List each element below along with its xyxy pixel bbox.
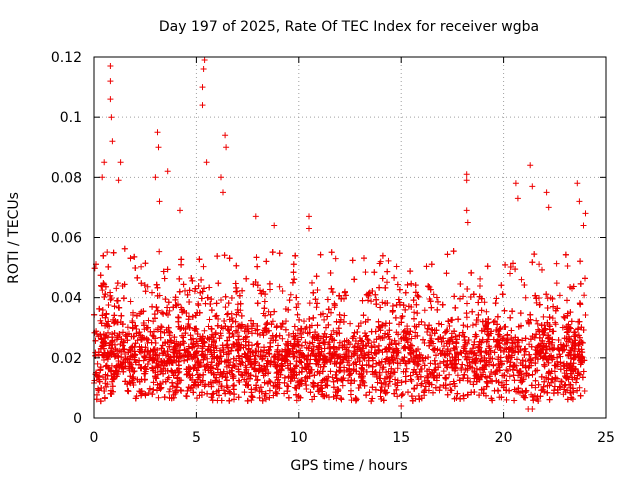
scatter-point [220, 189, 226, 196]
scatter-point [580, 222, 587, 229]
scatter-point [306, 213, 312, 220]
scatter-point [109, 138, 116, 145]
scatter-point [164, 168, 171, 175]
scatter-point [107, 63, 114, 69]
scatter-point [527, 162, 534, 169]
y-tick-label: 0 [73, 411, 82, 427]
y-tick-labels: 0 0.02 0.04 0.06 0.08 0.1 0.12 [51, 50, 82, 427]
scatter-point [271, 222, 278, 229]
scatter-point [398, 403, 405, 409]
x-tick-label: 15 [392, 430, 410, 446]
scatter-point [199, 84, 206, 91]
x-tick-label: 25 [597, 430, 615, 446]
scatter-point [252, 213, 259, 220]
scatter-point [222, 132, 229, 139]
scatter-point [543, 189, 550, 196]
scatter-point [155, 144, 162, 151]
y-tick-label: 0.08 [51, 170, 82, 186]
scatter-point [332, 255, 339, 262]
x-axis-label: GPS time / hours [290, 458, 407, 474]
scatter-point [463, 177, 470, 184]
scatter-point [463, 171, 470, 178]
scatter-point [99, 174, 106, 181]
scatter-point [199, 102, 206, 109]
scatter-point [574, 180, 581, 187]
scatter-point [223, 144, 230, 151]
scatter-point [512, 180, 519, 187]
scatter-point [177, 207, 183, 214]
scatter-point [117, 159, 124, 166]
scatter-point [154, 129, 161, 136]
scatter-point [201, 57, 208, 63]
scatter-point [101, 159, 108, 166]
scatter-point [545, 204, 552, 211]
x-tick-label: 5 [192, 430, 201, 446]
x-tick-label: 0 [90, 430, 99, 446]
scatter-point-cluster [91, 255, 587, 404]
scatter-point [514, 195, 521, 202]
chart-title: Day 197 of 2025, Rate Of TEC Index for r… [159, 19, 539, 35]
scatter-point [115, 177, 122, 184]
y-tick-label: 0.06 [51, 231, 82, 247]
scatter-point [529, 406, 536, 412]
scatter-point [576, 198, 583, 205]
scatter-point [107, 96, 114, 103]
y-tick-label: 0.1 [60, 110, 82, 126]
x-tick-labels: 0 5 10 15 20 25 [90, 430, 615, 446]
scatter-point [464, 219, 471, 226]
scatter-point [200, 66, 207, 72]
scatter-point [107, 78, 114, 85]
scatter-point [377, 258, 384, 265]
scatter-point [463, 207, 470, 214]
scatter-point [203, 159, 210, 166]
scatter-point [306, 225, 312, 232]
scatter-point [152, 174, 159, 181]
scatter-point-cluster [92, 250, 587, 404]
axis-ticks [93, 56, 607, 419]
scatter-point [218, 174, 224, 181]
scatter-point [108, 114, 115, 121]
x-tick-label: 10 [290, 430, 308, 446]
scatter-point [529, 183, 536, 190]
y-tick-label: 0.04 [51, 291, 82, 307]
scatter-point-cluster [92, 251, 582, 404]
x-tick-label: 20 [495, 430, 513, 446]
data-points [91, 57, 589, 412]
y-tick-label: 0.02 [51, 351, 82, 367]
y-axis-label: ROTI / TECUs [6, 192, 22, 284]
y-tick-label: 0.12 [51, 50, 82, 66]
scatter-point [156, 198, 163, 205]
scatter-point [582, 210, 589, 217]
